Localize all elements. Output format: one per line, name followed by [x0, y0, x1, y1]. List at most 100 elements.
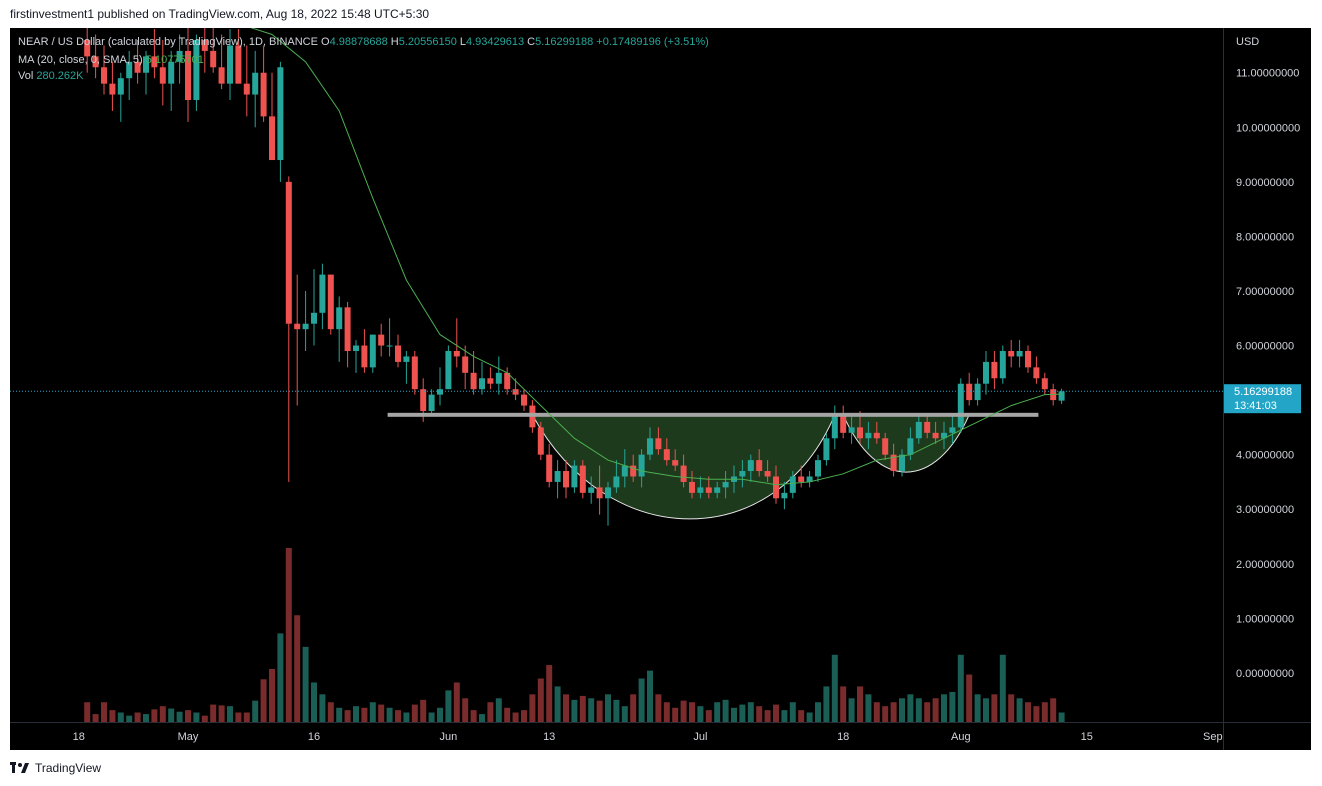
candle-body — [487, 378, 494, 384]
candle-body — [840, 416, 847, 433]
candle-body — [907, 438, 914, 455]
candle-body — [789, 476, 796, 493]
volume-bar — [705, 710, 712, 722]
legend-vol-label: Vol — [18, 70, 36, 82]
volume-bar — [420, 699, 427, 722]
volume-bar — [92, 714, 99, 722]
chart-panel[interactable]: USD 11.00000000 10.00000000 9.00000000 8.000… — [10, 28, 1311, 750]
candle-body — [621, 465, 628, 477]
candle-body — [193, 40, 200, 101]
volume-bar — [789, 702, 796, 722]
candle-body — [420, 389, 427, 412]
volume-bar — [563, 694, 569, 722]
volume-bar — [907, 694, 914, 722]
candle-body — [369, 334, 376, 368]
candle-body — [479, 378, 485, 390]
volume-bar — [126, 715, 133, 722]
volume-bar — [857, 686, 863, 722]
volume-bar — [546, 665, 553, 722]
volume-bar — [689, 702, 695, 722]
candle-body — [747, 460, 754, 472]
volume-bar — [605, 694, 611, 722]
candle-body — [697, 487, 704, 493]
volume-bar — [663, 702, 670, 722]
volume-bar — [840, 686, 847, 722]
legend-ma-value: 5.10775701 — [146, 54, 204, 66]
volume-bar — [218, 705, 225, 722]
candle-body — [311, 312, 317, 324]
legend-low-label: L — [460, 36, 466, 48]
candle-body — [899, 454, 905, 472]
legend-change: +0.17489196 (+3.51%) — [596, 36, 709, 48]
candle-body — [722, 481, 729, 488]
candle-body — [924, 421, 931, 433]
candle-body — [613, 476, 620, 488]
volume-bar — [437, 707, 443, 722]
price-tick-label: 3.00000000 — [1236, 504, 1294, 516]
volume-bar — [201, 715, 208, 722]
volume-bar — [697, 706, 704, 722]
time-tick-label: 15 — [1081, 731, 1093, 743]
volume-bar — [344, 710, 351, 722]
candle-body — [445, 350, 452, 390]
volume-bar — [924, 702, 931, 722]
volume-bar — [210, 704, 217, 722]
legend: NEAR / US Dollar (calculated by TradingV… — [18, 36, 709, 82]
volume-bar — [260, 679, 267, 722]
candle-body — [554, 471, 561, 482]
volume-bar — [445, 690, 452, 722]
candle-body — [227, 45, 233, 84]
candle-body — [1025, 350, 1031, 368]
candle-body — [109, 83, 116, 95]
volume-bar — [798, 710, 805, 722]
legend-open: 4.98878688 — [330, 36, 391, 48]
tradingview-logo-icon — [10, 762, 29, 773]
price-tick-label: 1.00000000 — [1236, 613, 1294, 625]
price-tick-label: 7.00000000 — [1236, 286, 1294, 298]
volume-bar — [470, 710, 477, 722]
volume-bar — [101, 702, 107, 722]
price-tick-label: 10.00000000 — [1236, 122, 1300, 134]
volume-bar — [722, 699, 729, 722]
volume-bar — [848, 698, 855, 722]
candle-body — [823, 438, 830, 461]
candle-body — [260, 72, 267, 117]
volume-bar — [403, 712, 410, 722]
time-tick-label: Aug — [951, 731, 971, 743]
volume-bar — [630, 694, 637, 722]
candle-body — [437, 389, 443, 395]
candle-body — [462, 356, 469, 373]
volume-bar — [672, 707, 679, 722]
volume-bar — [806, 712, 813, 722]
candle-body — [966, 383, 973, 401]
volume-bar — [227, 706, 233, 722]
candle-body — [655, 438, 662, 450]
candle-body — [327, 274, 334, 330]
time-tick-label: Sep — [1203, 731, 1223, 743]
cup-curve — [531, 414, 836, 520]
volume-bar — [731, 707, 737, 722]
price-axis: USD 11.00000000 10.00000000 9.00000000 8.000… — [1223, 28, 1301, 750]
volume-bar — [159, 706, 166, 722]
volume-bar — [529, 694, 536, 722]
candle-body — [815, 460, 821, 477]
volume-bar — [974, 694, 981, 722]
candles — [84, 28, 1065, 526]
price-badge — [1224, 384, 1301, 414]
volume-bar — [781, 710, 788, 722]
price-tick-label: 2.00000000 — [1236, 559, 1294, 571]
candle-body — [588, 487, 595, 493]
candle-body — [680, 465, 687, 482]
candle-body — [798, 476, 805, 482]
volume-bar — [521, 710, 527, 722]
candle-body — [1008, 350, 1015, 357]
candle-body — [991, 361, 998, 379]
candlestick-chart[interactable]: USD 11.00000000 10.00000000 9.00000000 8.000… — [10, 28, 1311, 750]
volume-bar — [915, 698, 922, 722]
volume-bar — [882, 706, 889, 722]
volume-bar — [957, 654, 964, 722]
volume-bar — [168, 708, 175, 722]
price-tick-label: 9.00000000 — [1236, 177, 1294, 189]
candle-body — [672, 460, 679, 466]
candle-body — [932, 432, 939, 439]
